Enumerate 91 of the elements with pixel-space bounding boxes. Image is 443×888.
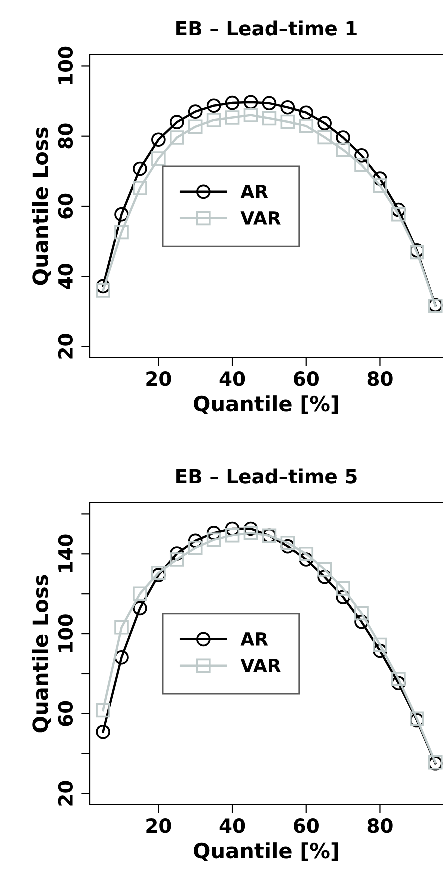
point bbox=[133, 586, 148, 602]
x-tick-label: 80 bbox=[368, 818, 393, 834]
y-axis-title: Quantile Loss bbox=[32, 575, 52, 733]
point bbox=[373, 172, 388, 186]
y-tick-label: 60 bbox=[58, 194, 74, 219]
y-tick-label: 40 bbox=[58, 264, 74, 290]
point bbox=[280, 539, 296, 554]
point bbox=[244, 522, 258, 536]
point bbox=[244, 526, 258, 540]
x-tick-label: 20 bbox=[146, 818, 172, 834]
point bbox=[96, 724, 110, 740]
point bbox=[96, 703, 110, 718]
point bbox=[96, 279, 110, 294]
y-tick-label: 60 bbox=[58, 701, 74, 726]
point bbox=[373, 638, 388, 652]
point bbox=[206, 98, 222, 114]
point bbox=[188, 534, 203, 548]
point bbox=[392, 202, 406, 218]
x-tick-label: 40 bbox=[220, 372, 246, 386]
point bbox=[133, 181, 148, 196]
point bbox=[392, 672, 406, 686]
chart-title: EB – Lead–time 5 bbox=[176, 468, 357, 484]
point bbox=[152, 566, 166, 580]
point bbox=[280, 536, 296, 550]
point bbox=[170, 552, 184, 567]
y-tick-label: 20 bbox=[58, 334, 74, 359]
point bbox=[318, 130, 332, 145]
point bbox=[244, 108, 258, 122]
x-axis-title: Quantile [%] bbox=[194, 842, 338, 862]
legend-label: VAR bbox=[240, 659, 281, 672]
x-tick-label: 60 bbox=[294, 372, 319, 386]
x-tick-label: 80 bbox=[368, 372, 393, 386]
point bbox=[373, 178, 388, 193]
point bbox=[114, 225, 129, 240]
y-tick-label: 100 bbox=[58, 46, 74, 84]
point bbox=[354, 614, 369, 630]
y-tick-label: 100 bbox=[58, 614, 74, 652]
point bbox=[280, 100, 296, 115]
x-tick-label: 60 bbox=[294, 818, 319, 834]
point bbox=[188, 120, 203, 134]
point bbox=[280, 114, 296, 130]
point bbox=[262, 96, 277, 111]
point bbox=[392, 207, 406, 222]
point bbox=[354, 148, 369, 163]
chart-title: EB – Lead–time 1 bbox=[176, 20, 357, 36]
point bbox=[170, 115, 184, 130]
point bbox=[170, 130, 184, 145]
point bbox=[354, 158, 369, 172]
point bbox=[299, 119, 314, 134]
point bbox=[299, 106, 314, 120]
point bbox=[318, 116, 332, 131]
point bbox=[373, 644, 388, 658]
point bbox=[336, 142, 350, 158]
y-tick-label: 80 bbox=[58, 124, 74, 149]
point bbox=[206, 532, 222, 548]
y-tick-label: 20 bbox=[58, 781, 74, 806]
point bbox=[152, 132, 166, 148]
point bbox=[318, 570, 332, 584]
point bbox=[336, 590, 350, 604]
point bbox=[206, 526, 222, 540]
point bbox=[114, 650, 129, 665]
point bbox=[299, 552, 314, 567]
point bbox=[170, 546, 184, 561]
point bbox=[114, 207, 129, 222]
legend-label: AR bbox=[240, 185, 268, 198]
point bbox=[188, 104, 203, 119]
x-axis-title: Quantile [%] bbox=[194, 396, 338, 414]
y-tick-label: 140 bbox=[58, 534, 74, 572]
point bbox=[114, 620, 129, 635]
x-tick-label: 20 bbox=[146, 372, 172, 386]
point bbox=[354, 606, 369, 621]
point bbox=[188, 540, 203, 556]
point bbox=[336, 582, 350, 596]
legend-label: AR bbox=[240, 632, 268, 646]
x-tick-label: 40 bbox=[220, 818, 246, 834]
point bbox=[96, 284, 110, 298]
point bbox=[299, 546, 314, 562]
point bbox=[152, 152, 166, 166]
point bbox=[225, 522, 240, 536]
point bbox=[262, 111, 277, 126]
point bbox=[225, 96, 240, 110]
point bbox=[318, 562, 332, 577]
point bbox=[206, 113, 222, 128]
y-axis-title: Quantile Loss bbox=[32, 128, 52, 286]
point bbox=[133, 601, 148, 616]
point bbox=[225, 528, 240, 543]
legend-label: VAR bbox=[240, 212, 281, 225]
point bbox=[244, 95, 258, 110]
point bbox=[225, 110, 240, 125]
point bbox=[133, 162, 148, 176]
point bbox=[336, 130, 350, 145]
